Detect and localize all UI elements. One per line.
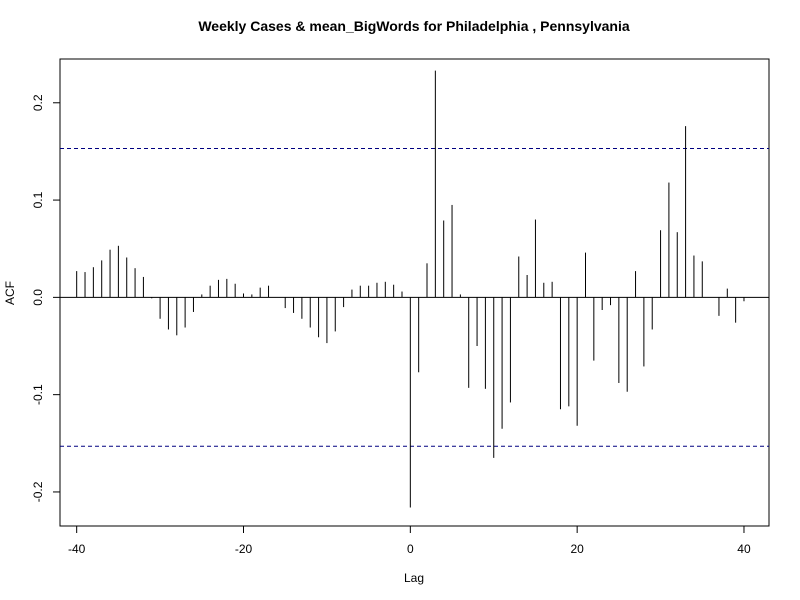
plot-frame (59, 58, 770, 527)
x-axis-label: Lag (404, 571, 424, 585)
x-tick-label: -40 (68, 542, 86, 556)
stems-layer (76, 70, 745, 508)
x-tick-label: 20 (570, 542, 584, 556)
y-tick-label: -0.1 (31, 384, 45, 405)
chart-title: Weekly Cases & mean_BigWords for Philade… (198, 18, 630, 34)
y-tick-label: 0.0 (31, 289, 45, 306)
y-axis: -0.2 -0.1 0.0 0.1 0.2 (31, 94, 60, 502)
x-axis: -40 -20 0 20 40 (68, 526, 751, 556)
y-tick-label: 0.2 (31, 94, 45, 111)
confidence-bounds-layer (60, 148, 769, 447)
x-tick-label: 40 (737, 542, 751, 556)
y-tick-label: -0.2 (31, 481, 45, 502)
x-tick-label: 0 (407, 542, 414, 556)
y-tick-label: 0.1 (31, 191, 45, 208)
y-axis-label: ACF (3, 281, 17, 305)
x-tick-label: -20 (235, 542, 253, 556)
